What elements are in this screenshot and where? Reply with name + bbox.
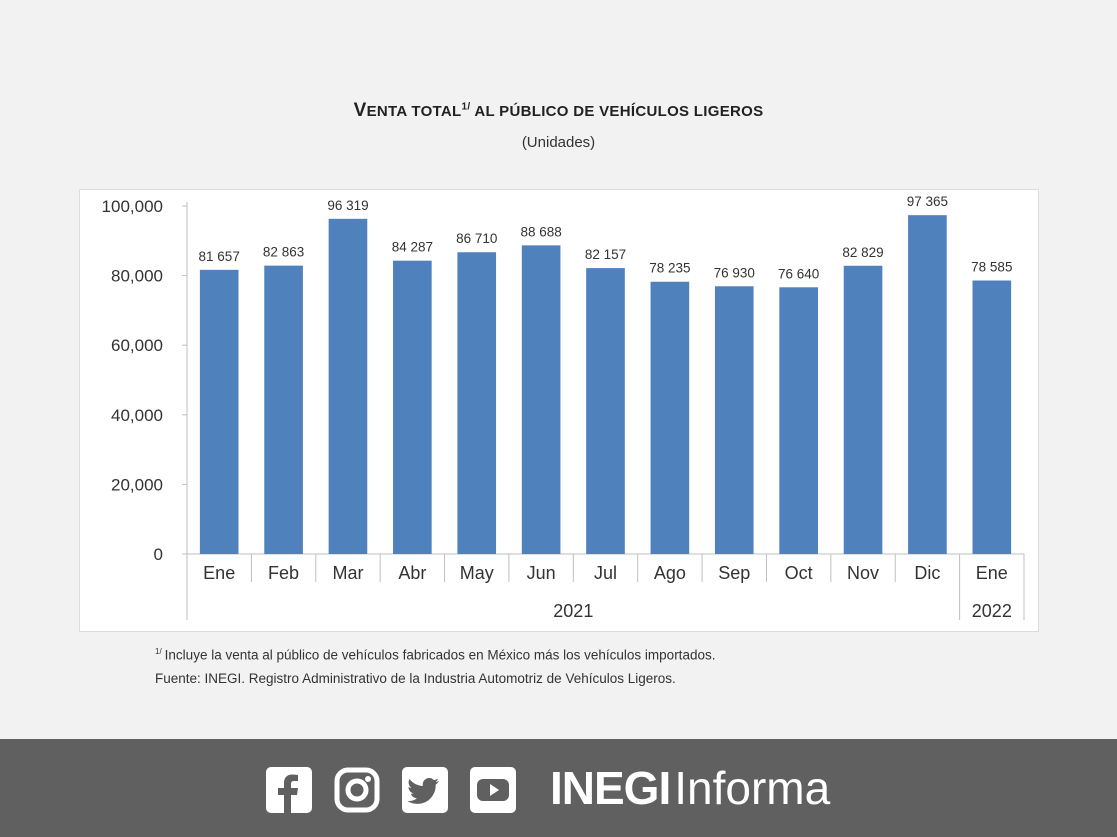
bar (199, 269, 239, 554)
bar (521, 245, 561, 554)
inegi-informa-logo: INEGIInforma (550, 761, 830, 817)
category-label: Mar (332, 563, 363, 583)
data-label: 86 710 (456, 231, 497, 246)
category-label: Ago (654, 563, 686, 583)
data-label: 82 157 (585, 247, 626, 262)
chart-notes: 1/Incluye la venta al público de vehícul… (155, 640, 715, 690)
y-tick-label: 20,000 (111, 475, 163, 494)
bar (586, 268, 625, 554)
youtube-icon[interactable] (470, 767, 516, 813)
bar (650, 281, 690, 554)
data-label: 84 287 (392, 240, 433, 255)
data-label: 76 930 (714, 265, 755, 280)
brand-regular: Informa (674, 762, 831, 814)
bar (779, 287, 818, 554)
title-suffix: al público de vehículos ligeros (470, 103, 764, 120)
bar-chart: 0 20,000 40,000 60,000 80,000 100,000 81 657 En… (102, 194, 1025, 621)
y-tick-label: 0 (154, 545, 163, 564)
category-label: Nov (847, 563, 879, 583)
bar (908, 215, 947, 554)
footer-bar: INEGIInforma (0, 739, 1117, 837)
year-group-label: 2022 (972, 601, 1012, 621)
data-label: 96 319 (327, 198, 368, 213)
category-label: Jul (594, 563, 617, 583)
y-tick-label: 60,000 (111, 336, 163, 355)
data-label: 78 235 (649, 261, 690, 276)
chart-title: Venta total1/ al público de vehículos li… (0, 100, 1117, 122)
category-label: Feb (268, 563, 299, 583)
data-label: 78 585 (971, 260, 1012, 275)
y-tick-label: 80,000 (111, 267, 163, 286)
facebook-icon[interactable] (266, 767, 312, 813)
instagram-icon[interactable] (334, 767, 380, 813)
brand-bold: INEGI (550, 762, 671, 814)
footnote-mark: 1/ (155, 647, 162, 656)
data-label: 82 863 (263, 245, 304, 260)
y-tick-label: 40,000 (111, 406, 163, 425)
category-label: Oct (785, 563, 813, 583)
y-tick-label: 100,000 (102, 197, 163, 216)
bar (457, 252, 497, 554)
data-label: 81 657 (199, 249, 240, 264)
data-label: 97 365 (907, 194, 948, 209)
bar (264, 265, 303, 554)
bar (393, 260, 432, 554)
bar (972, 280, 1012, 554)
data-label: 76 640 (778, 266, 819, 281)
twitter-icon[interactable] (402, 767, 448, 813)
bar (843, 265, 883, 554)
footnote: 1/Incluye la venta al público de vehícul… (155, 640, 715, 667)
bar (714, 286, 754, 554)
category-label: Ene (976, 563, 1008, 583)
chart-panel: 0 20,000 40,000 60,000 80,000 100,000 81 657 En… (79, 189, 1039, 632)
source-note: Fuente: INEGI. Registro Administrativo d… (155, 670, 676, 686)
year-group-label: 2021 (553, 601, 593, 621)
bar (328, 218, 368, 554)
data-label: 82 829 (842, 245, 883, 260)
title-superscript: 1/ (461, 101, 471, 113)
footnote-text: Incluye la venta al público de vehículos… (164, 647, 716, 663)
category-label: May (460, 563, 494, 583)
category-label: Sep (718, 563, 750, 583)
title-rest: enta total (366, 103, 462, 120)
data-label: 88 688 (520, 224, 561, 239)
title-first-letter: V (353, 100, 367, 121)
category-label: Ene (203, 563, 235, 583)
chart-subtitle: (Unidades) (521, 134, 596, 151)
category-label: Dic (914, 563, 940, 583)
category-label: Abr (398, 563, 426, 583)
category-label: Jun (527, 563, 556, 583)
